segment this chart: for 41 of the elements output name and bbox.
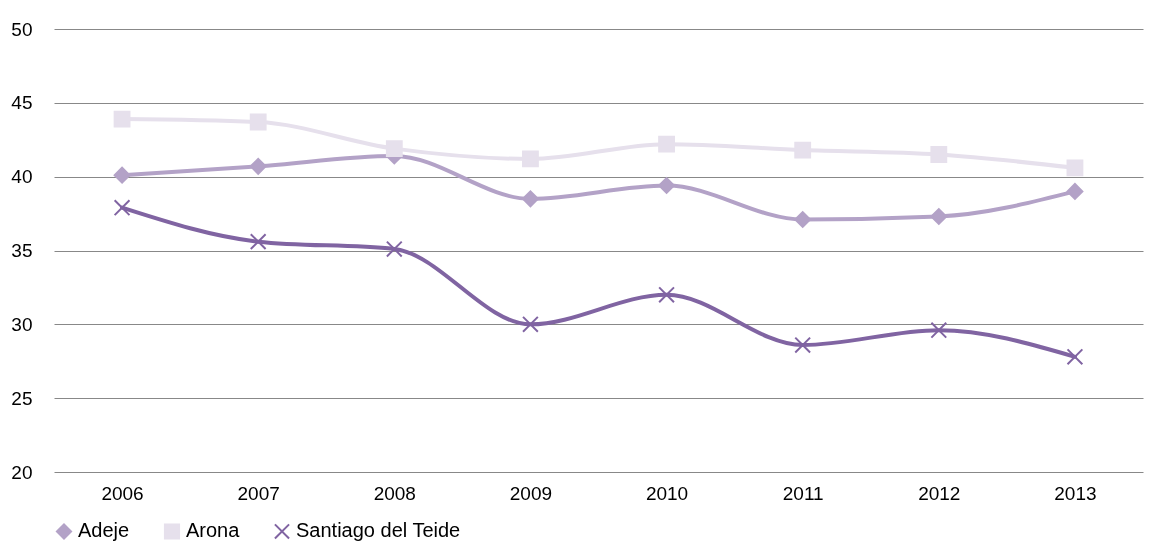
x-tick-label: 2008 [373,482,416,504]
y-tick-label: 25 [11,387,33,409]
point [249,233,267,251]
point [1066,159,1084,177]
x-tick-label: 2010 [645,482,689,504]
point [522,150,539,168]
x-tick-label: 2011 [782,482,824,504]
x-tick-label: 2007 [237,482,280,504]
point [658,177,675,194]
point [249,157,267,175]
legend-label: Adeje [78,519,130,542]
point [1066,183,1084,200]
y-tick-label: 50 [11,18,33,40]
x-tick-label: 2013 [1054,482,1097,504]
x-tick-label: 2012 [918,482,961,504]
y-tick-label: 20 [11,461,33,483]
point [522,315,539,333]
point [1066,348,1084,366]
point [113,166,131,184]
y-tick-label: 30 [11,313,33,335]
point [113,110,131,128]
point [385,140,403,158]
x-tick-label: 2009 [509,482,553,504]
x-tick-label: 2006 [101,482,144,504]
legend-label: Arona [186,519,241,542]
point [522,190,539,208]
point [794,336,812,354]
y-tick-label: 45 [11,92,33,114]
y-tick-label: 40 [11,166,33,188]
point [658,135,675,153]
point [385,240,403,258]
point [930,146,948,163]
point [794,141,812,159]
point [658,286,675,304]
point [249,113,267,131]
point [113,199,131,217]
legend-label: Santiago del Teide [296,519,461,542]
point [794,211,812,228]
point [930,321,948,339]
point [930,208,948,225]
y-tick-label: 35 [11,240,33,261]
